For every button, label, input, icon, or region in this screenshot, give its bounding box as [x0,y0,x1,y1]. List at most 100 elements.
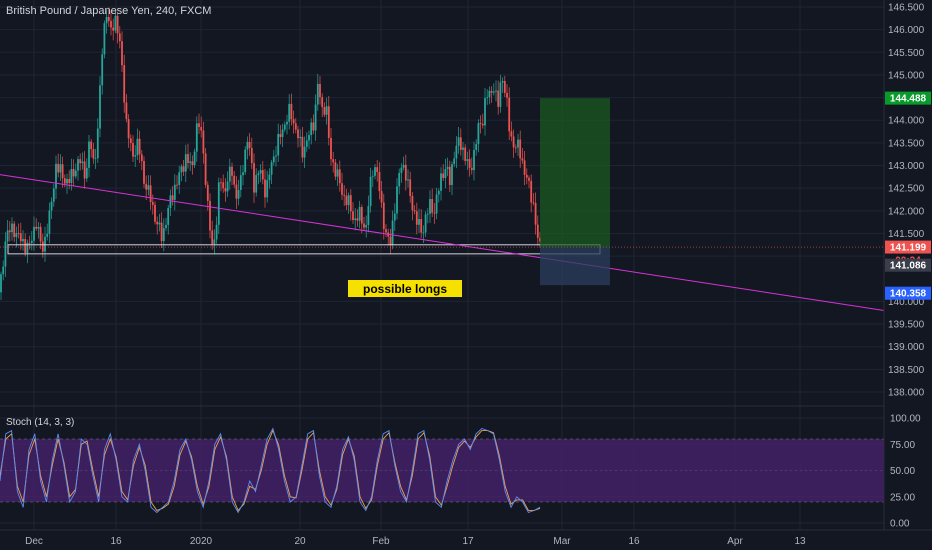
candle-body [341,183,343,195]
candle-body [187,154,189,163]
candle-body [369,176,372,206]
time-tick-label: 16 [110,536,122,547]
price-tick-label: 141.500 [888,229,925,240]
candle-body [479,123,482,125]
candle-body [349,195,352,212]
candle-body [180,166,183,173]
candle-body [8,230,11,233]
candle-body [473,150,475,171]
candle-body [470,167,473,171]
time-tick-label: 16 [628,536,640,547]
candle-body [246,141,249,150]
candle-body [429,199,431,214]
candle-body [264,179,266,198]
candle-body [404,164,407,181]
candle-body [90,141,93,150]
price-tick-label: 143.000 [888,161,925,172]
candle-body [440,173,442,191]
candle-body [420,219,423,233]
candle-body [382,202,385,230]
candle-body [250,147,253,164]
candle-body [233,175,236,185]
price-candles[interactable] [0,7,541,301]
candle-body [88,141,90,168]
candle-body [202,130,205,154]
candle-body [321,97,324,108]
time-tick-label: Dec [25,536,43,547]
candle-body [242,172,244,176]
candle-body [259,170,262,174]
candle-body [464,147,467,161]
candle-body [378,172,381,192]
long-position-target-zone[interactable] [540,98,610,248]
time-axis[interactable]: Dec 16 2020 20 Feb 17 Mar 16 Apr 13 [25,536,806,547]
annotation-possible-longs[interactable]: possible longs [348,280,462,297]
candle-body [396,186,398,214]
candle-body [2,266,5,275]
candle-body [431,199,434,213]
candle-body [193,151,196,166]
candle-body [374,167,376,176]
candle-body [217,182,220,225]
candle-body [26,242,29,253]
candle-body [178,172,181,185]
candle-body [325,106,328,115]
candle-body [121,41,123,66]
candle-body [149,185,152,203]
candle-body [68,178,71,183]
trendline[interactable] [0,174,885,311]
candle-body [345,195,348,206]
candle-body [402,164,405,168]
candle-body [46,233,49,237]
candle-body [330,137,332,160]
candle-body [171,195,174,200]
price-tick-label: 144.000 [888,116,925,127]
candle-body [415,211,418,225]
candle-body [398,172,401,187]
candle-body [167,207,170,225]
candle-body [424,214,427,233]
candle-body [486,97,489,99]
price-tag-bg [885,286,931,300]
candle-body [213,239,216,244]
candle-body [147,185,150,190]
candle-body [61,164,64,179]
candle-body [127,119,130,139]
candle-body [492,91,495,93]
candle-body [418,219,420,225]
candle-body [44,236,46,252]
candle-body [305,140,308,147]
long-position-stop-zone[interactable] [540,247,610,286]
indicator-label: Stoch (14, 3, 3) [6,417,74,428]
candle-body [30,240,33,243]
candle-body [512,136,515,148]
candle-body [358,207,361,221]
candle-body [158,222,161,225]
candle-body [204,153,207,185]
candle-body [519,139,522,159]
candle-body [248,141,251,148]
candle-body [160,222,163,242]
candle-body [39,226,42,242]
candle-body [435,194,438,214]
candle-body [200,126,203,131]
candle-body [275,155,277,157]
candle-body [125,102,128,120]
candle-body [132,143,134,157]
candle-body [272,156,275,163]
candle-body [134,155,137,157]
candle-body [239,175,242,191]
candle-body [266,180,269,198]
stochastic-axis[interactable]: 100.00 75.00 50.00 25.00 0.00 [890,414,921,530]
candle-body [191,161,194,166]
candle-body [334,162,337,177]
candle-body [37,226,40,229]
candle-body [411,195,414,211]
candle-body [235,184,238,199]
candle-body [92,149,95,159]
candle-body [268,174,271,181]
candle-body [237,190,240,199]
candle-body [508,97,511,132]
candle-body [523,160,526,175]
